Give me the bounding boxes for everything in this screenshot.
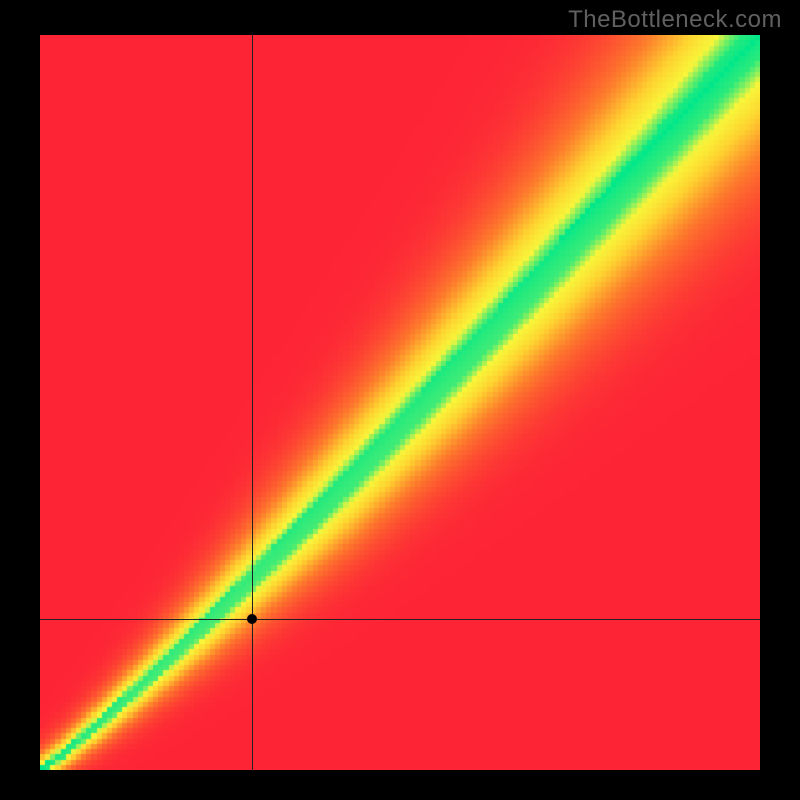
crosshair-horizontal [40, 619, 760, 620]
watermark-text: TheBottleneck.com [568, 6, 782, 34]
crosshair-marker [247, 614, 257, 624]
crosshair-vertical [252, 35, 253, 770]
bottleneck-heatmap [40, 35, 760, 770]
